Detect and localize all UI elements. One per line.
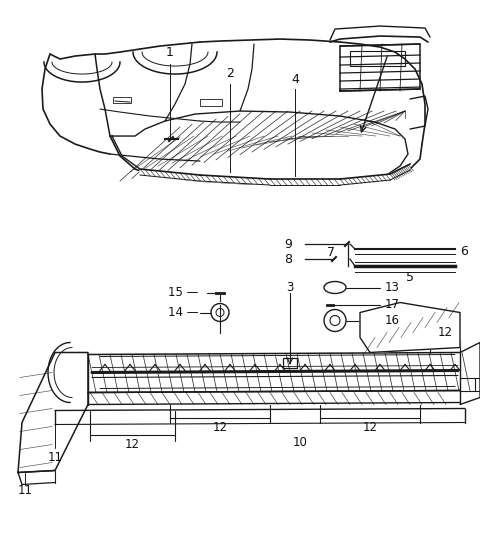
Text: 6: 6 xyxy=(460,244,468,258)
Bar xyxy=(283,357,297,367)
Text: 15 —: 15 — xyxy=(168,286,198,299)
Ellipse shape xyxy=(324,281,346,294)
Polygon shape xyxy=(270,179,340,185)
Text: 13: 13 xyxy=(385,281,400,294)
Text: 1: 1 xyxy=(166,45,174,59)
Text: 11: 11 xyxy=(17,484,33,497)
Text: 5: 5 xyxy=(406,270,414,284)
Polygon shape xyxy=(200,175,270,185)
Text: 2: 2 xyxy=(226,66,234,80)
Text: 10: 10 xyxy=(293,436,307,449)
Polygon shape xyxy=(390,164,410,180)
Text: 12: 12 xyxy=(437,326,453,339)
Text: 14 —: 14 — xyxy=(168,306,198,319)
Text: 8: 8 xyxy=(284,253,292,265)
Text: 7: 7 xyxy=(327,245,335,259)
Circle shape xyxy=(324,310,346,331)
Text: 9: 9 xyxy=(284,238,292,250)
Polygon shape xyxy=(340,174,390,185)
Text: 4: 4 xyxy=(291,73,299,85)
Polygon shape xyxy=(360,302,460,352)
Polygon shape xyxy=(140,169,200,181)
Text: 12: 12 xyxy=(213,421,228,434)
Text: 17: 17 xyxy=(385,298,400,311)
Text: 11: 11 xyxy=(48,451,62,464)
Circle shape xyxy=(211,304,229,321)
Text: 12: 12 xyxy=(362,421,377,434)
Circle shape xyxy=(216,309,224,316)
Bar xyxy=(350,51,405,66)
Bar xyxy=(113,97,131,103)
Circle shape xyxy=(330,315,340,326)
Text: 3: 3 xyxy=(286,281,294,294)
Text: 12: 12 xyxy=(124,438,140,451)
Bar xyxy=(200,99,222,106)
Text: 16: 16 xyxy=(385,314,400,327)
